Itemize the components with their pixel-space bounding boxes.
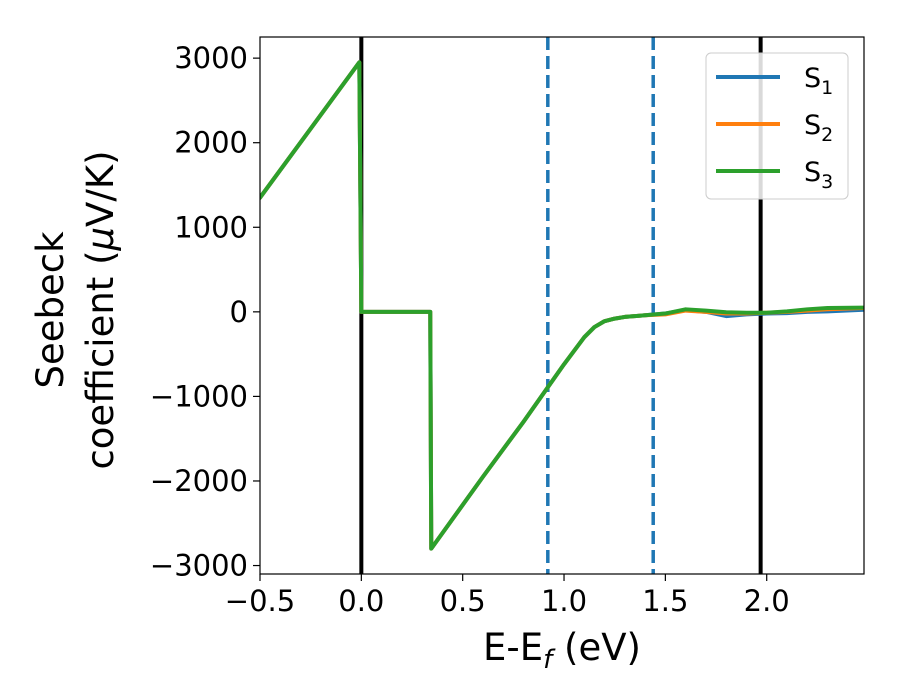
- y-tick-label: 3000: [174, 41, 248, 75]
- x-axis-title-unit: (eV): [552, 626, 641, 669]
- y-axis-title: Seebeck coefficient (μV/K): [29, 150, 122, 469]
- y-axis-title-unit: V/K): [79, 150, 122, 226]
- y-tick-label: −2000: [150, 464, 248, 498]
- x-tick-label: 0.0: [338, 584, 384, 618]
- y-tick-label: −3000: [150, 549, 248, 583]
- legend-label-s3: S3: [804, 157, 833, 193]
- x-axis-title: E-Ef (eV): [483, 626, 641, 675]
- plot-frame: [259, 36, 865, 575]
- y-tick-label: 2000: [174, 126, 248, 160]
- legend: S1 S2 S3: [705, 52, 849, 200]
- x-tick-label: 0.5: [440, 584, 486, 618]
- y-axis-title-mu: μ: [79, 227, 122, 252]
- x-tick-label: 1.0: [541, 584, 587, 618]
- x-tick-label: −0.5: [225, 584, 295, 618]
- y-axis-title-line2-a: coefficient (: [79, 250, 122, 469]
- y-axis-title-line2: coefficient (μV/K): [79, 150, 122, 469]
- x-tick-label: 2.0: [744, 584, 790, 618]
- y-tick-label: 1000: [174, 210, 248, 244]
- series-lines: [260, 60, 864, 551]
- legend-label-s2: S2: [804, 110, 833, 146]
- y-axis: −3000 −2000 −1000 0 1000 2000 3000: [150, 41, 260, 583]
- y-axis-title-line1: Seebeck: [29, 231, 72, 389]
- reference-lines: [359, 37, 763, 574]
- series-line-s3: [260, 60, 864, 551]
- x-axis-title-main: E-E: [483, 626, 543, 669]
- y-tick-label: 0: [230, 295, 248, 329]
- legend-label-s1: S1: [804, 63, 833, 99]
- x-axis: −0.5 0.0 0.5 1.0 1.5 2.0: [225, 574, 790, 618]
- y-tick-label: −1000: [150, 379, 248, 413]
- x-tick-label: 1.5: [642, 584, 688, 618]
